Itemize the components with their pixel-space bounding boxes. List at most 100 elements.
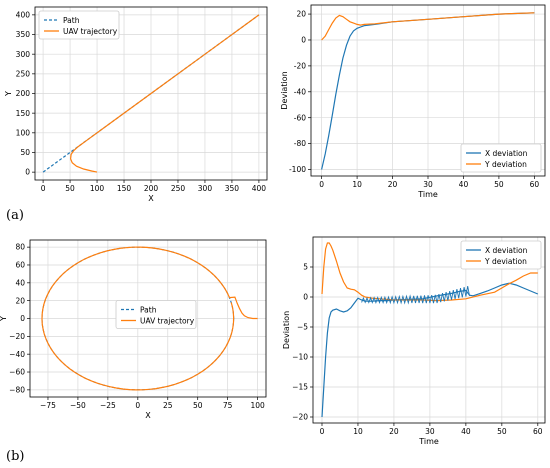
series-x-deviation-ripple — [361, 286, 470, 305]
x-tick-label: 100 — [250, 401, 265, 410]
series-uav-trajectory — [69, 14, 260, 173]
y-tick-label: 0 — [25, 168, 30, 177]
y-tick-label: 60 — [15, 261, 25, 270]
x-tick-label: −75 — [40, 401, 56, 410]
series-group — [41, 246, 258, 391]
y-axis-label: Y — [0, 316, 8, 322]
x-tick-label: 10 — [353, 427, 363, 436]
x-tick-label: 250 — [171, 184, 186, 193]
x-tick-label: 0 — [320, 427, 325, 436]
x-tick-label: 30 — [423, 180, 433, 189]
y-tick-label: −20 — [9, 332, 25, 341]
legend-label: UAV trajectory — [140, 317, 195, 326]
x-tick-label: 20 — [388, 180, 398, 189]
y-tick-label: −60 — [9, 368, 25, 377]
legend-box — [460, 143, 542, 173]
y-tick-label: -80 — [294, 139, 306, 148]
y-tick-label: -60 — [294, 113, 306, 122]
legend-box — [38, 10, 120, 40]
y-tick-label: -20 — [294, 61, 306, 70]
legend-label: UAV trajectory — [63, 27, 118, 36]
x-tick-label: 0 — [135, 401, 140, 410]
panel-label-a: (a) — [6, 208, 24, 223]
x-tick-label: −50 — [70, 401, 86, 410]
x-tick-label: 30 — [425, 427, 435, 436]
x-tick-label: 50 — [65, 184, 75, 193]
y-tick-label: −5 — [297, 323, 308, 332]
y-tick-label: 0 — [20, 314, 25, 323]
legend-box — [460, 240, 542, 270]
y-tick-label: -100 — [289, 165, 306, 174]
y-tick-label: 80 — [15, 243, 25, 252]
chart-b-right: 0 10 20 30 40 50 60 −20 −15 −10 −5 0 5 Time Deviation X… — [282, 236, 546, 446]
x-axis-label: X — [145, 411, 151, 420]
legend-box — [115, 300, 197, 329]
panel-label-b: (b) — [6, 449, 25, 464]
legend-label: X deviation — [485, 149, 528, 158]
y-tick-label: 0 — [301, 36, 306, 45]
y-tick-label: 150 — [16, 109, 31, 118]
x-tick-label: 50 — [193, 401, 203, 410]
x-axis-label: X — [148, 194, 154, 203]
x-tick-label: 20 — [389, 427, 399, 436]
y-tick-label: 20 — [15, 296, 25, 305]
chart-a-right: 0 10 20 30 40 50 60 -100 -80 -60 -40 -20 0 20 Time Devi… — [280, 4, 546, 199]
x-tick-label: 60 — [533, 427, 543, 436]
y-tick-label: 40 — [15, 278, 25, 287]
x-tick-label: 0 — [319, 180, 324, 189]
x-tick-label: 50 — [494, 180, 504, 189]
y-tick-label: 0 — [303, 293, 308, 302]
legend-label: Path — [140, 306, 157, 315]
axes-frame — [312, 236, 546, 424]
x-tick-label: 350 — [225, 184, 240, 193]
axes-frame — [310, 4, 546, 177]
y-tick-label: −10 — [292, 353, 308, 362]
y-tick-label: −20 — [292, 413, 308, 422]
y-tick-label: −80 — [9, 385, 25, 394]
y-tick-label: 50 — [20, 148, 30, 157]
legend-label: Path — [63, 16, 80, 25]
series-y-deviation — [321, 242, 538, 302]
series-uav-trajectory — [41, 246, 258, 391]
x-tick-label: 100 — [90, 184, 105, 193]
x-tick-label: 25 — [163, 401, 173, 410]
x-tick-label: 50 — [497, 427, 507, 436]
chart-a-left: 0 50 100 150 200 250 300 350 400 0 50 100 150 200 250 3… — [4, 6, 268, 203]
x-tick-label: 200 — [144, 184, 159, 193]
x-tick-label: 75 — [223, 401, 233, 410]
series-group — [42, 14, 260, 173]
y-axis-label: Deviation — [282, 311, 291, 349]
legend-label: Y deviation — [484, 257, 527, 266]
y-axis-label: Y — [4, 91, 13, 97]
x-tick-label: 0 — [41, 184, 46, 193]
x-tick-label: −25 — [100, 401, 116, 410]
y-axis-label: Deviation — [280, 71, 289, 109]
x-tick-label: 40 — [459, 180, 469, 189]
axes-frame — [29, 239, 267, 398]
x-axis-label: Time — [417, 190, 438, 199]
y-tick-label: 300 — [16, 50, 31, 59]
series-x-deviation — [321, 282, 539, 418]
y-tick-label: 250 — [16, 69, 31, 78]
chart-b-left: −75 −50 −25 0 25 50 75 100 −80 −60 −40 −20 0 20 40 60 80… — [0, 239, 267, 420]
series-group — [321, 242, 539, 418]
y-tick-label: 5 — [303, 263, 308, 272]
series-y-deviation — [321, 12, 535, 41]
y-tick-label: 400 — [16, 10, 31, 19]
x-tick-label: 40 — [461, 427, 471, 436]
x-axis-label: Time — [418, 437, 439, 446]
x-tick-label: 400 — [252, 184, 267, 193]
y-tick-label: 100 — [16, 128, 31, 137]
x-tick-label: 300 — [198, 184, 213, 193]
legend-label: Y deviation — [484, 160, 527, 169]
series-group — [321, 12, 535, 170]
x-tick-label: 150 — [117, 184, 132, 193]
legend-label: X deviation — [485, 246, 528, 255]
y-tick-label: −40 — [9, 350, 25, 359]
y-tick-label: 350 — [16, 30, 31, 39]
x-tick-label: 10 — [352, 180, 362, 189]
y-tick-label: 20 — [296, 10, 306, 19]
y-tick-label: 200 — [16, 89, 31, 98]
y-tick-label: -40 — [294, 87, 306, 96]
